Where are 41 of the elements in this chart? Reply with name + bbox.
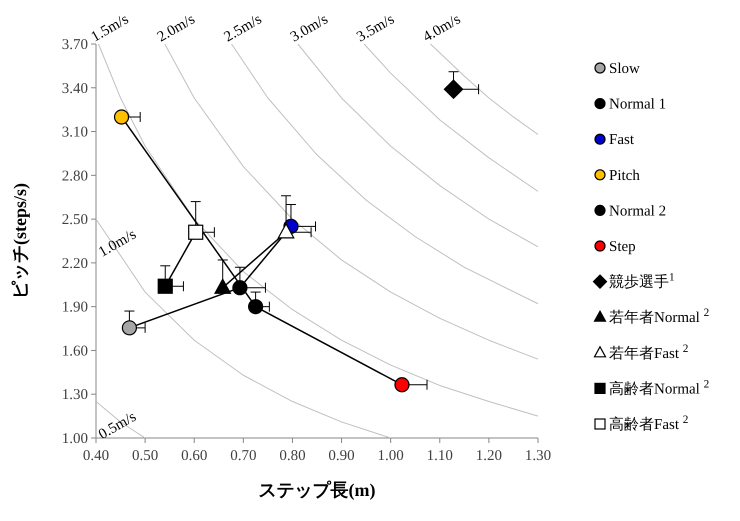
y-tick-label: 2.50 <box>62 212 88 228</box>
x-tick-label: 0.50 <box>132 448 158 464</box>
y-tick-label: 2.20 <box>62 256 88 272</box>
legend-label: Normal 2 <box>609 203 666 220</box>
legend-label: 若年者Fast $^{2}$ <box>609 342 688 362</box>
y-tick-label: 1.30 <box>62 387 88 404</box>
y-tick-label: 3.10 <box>62 124 88 141</box>
legend-label: Slow <box>609 61 640 77</box>
x-tick-label: 1.20 <box>476 448 502 464</box>
legend-label: Step <box>609 239 636 255</box>
legend-label: 高齢者Fast $^{2}$ <box>609 414 688 433</box>
text: 3.5m/s <box>354 11 398 46</box>
legend-label: 競歩選手$^{1}$ <box>609 272 675 291</box>
y-tick-label: 2.80 <box>62 168 88 184</box>
x-tick-label: 1.00 <box>378 448 404 464</box>
x-tick-label: 0.80 <box>279 448 306 464</box>
legend-label: Pitch <box>609 168 640 184</box>
x-tick-label: 1.10 <box>426 448 453 464</box>
x-tick-label: 0.70 <box>230 448 256 464</box>
text: 2.0m/s <box>154 11 198 46</box>
text: 0.5m/s <box>96 408 140 443</box>
y-tick-label: 3.70 <box>62 37 88 53</box>
legend-label: Normal 1 <box>609 96 666 113</box>
text: 1.5m/s <box>88 11 132 46</box>
text: 2.5m/s <box>222 11 265 46</box>
y-tick-label: 1.60 <box>62 343 88 360</box>
x-tick-label: 0.60 <box>181 448 208 464</box>
x-tick-label: 0.40 <box>82 448 110 464</box>
y-tick-label: 3.40 <box>62 80 88 97</box>
text: 1.0m/s <box>96 226 140 261</box>
legend-label: Fast <box>609 132 635 148</box>
text: 4.0m/s <box>420 11 464 46</box>
y-tick-label: 1.00 <box>62 431 88 447</box>
legend-label: 高齢者Normal $^{2}$ <box>609 378 710 398</box>
x-axis-title: ステップ長(m) <box>258 480 376 500</box>
text: 3.0m/s <box>288 11 331 46</box>
y-axis-title: ピッチ(steps/s) <box>10 182 30 299</box>
x-tick-label: 1.30 <box>524 448 552 464</box>
x-tick-label: 0.90 <box>328 448 355 464</box>
y-tick-label: 1.90 <box>62 300 88 316</box>
legend-label: 若年者Normal $^{2}$ <box>609 307 710 326</box>
